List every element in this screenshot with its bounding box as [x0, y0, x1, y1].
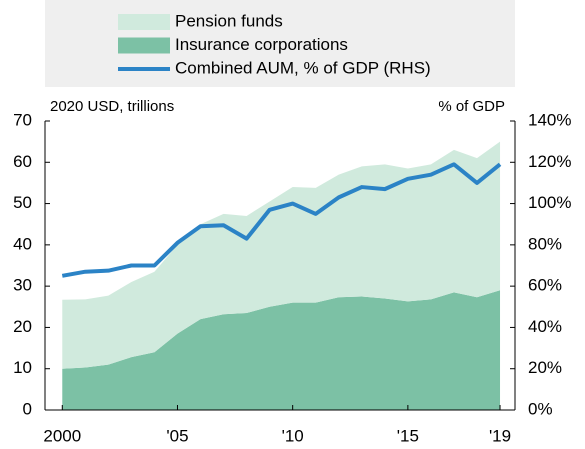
x-tick-label: '15 [397, 426, 419, 445]
line [61, 162, 502, 278]
x-tick-label: '19 [489, 426, 511, 445]
y-tick-label: 20 [13, 317, 32, 336]
y-tick-label: 0 [23, 399, 32, 418]
legend-swatch [118, 37, 170, 54]
y-tick-label: 60 [13, 152, 32, 171]
x-tick-label: '05 [166, 426, 188, 445]
y2-tick-label: 80% [528, 234, 562, 253]
y-tick-label: 50 [13, 193, 32, 212]
y-tick-label: 40 [13, 234, 32, 253]
y2-tick-label: 60% [528, 276, 562, 295]
area [62, 290, 501, 410]
legend-swatch [118, 14, 170, 30]
y2-tick-label: 0% [528, 399, 553, 418]
y2-tick-label: 140% [528, 110, 571, 129]
area [62, 141, 501, 369]
legend-label: Insurance corporations [175, 35, 348, 54]
y-tick-label: 30 [13, 276, 32, 295]
y-axis-label: 2020 USD, trillions [50, 98, 174, 115]
x-tick-label: 2000 [43, 426, 81, 445]
y2-tick-label: 20% [528, 358, 562, 377]
y2-tick-label: 100% [528, 193, 571, 212]
legend-label: Combined AUM, % of GDP (RHS) [175, 58, 431, 77]
y-tick-label: 10 [13, 358, 32, 377]
legend-label: Pension funds [175, 11, 283, 30]
y-tick-label: 70 [13, 110, 32, 129]
x-tick-label: '10 [282, 426, 304, 445]
y2-tick-label: 40% [528, 317, 562, 336]
y2-axis-label: % of GDP [438, 98, 505, 115]
y2-tick-label: 120% [528, 152, 571, 171]
